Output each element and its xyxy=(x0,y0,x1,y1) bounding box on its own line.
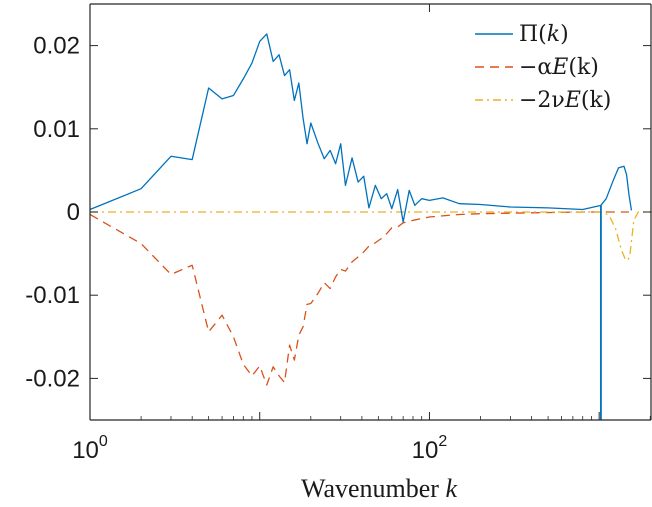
legend: Π(k) −αE(k) −2νE(k) xyxy=(475,22,611,113)
y-tick-label: -0.02 xyxy=(25,365,80,392)
legend-label-0: Π(k) xyxy=(519,22,569,47)
plot-area xyxy=(90,33,652,420)
x-axis-title: Wavenumber k xyxy=(301,474,457,503)
y-tick-label: 0.01 xyxy=(33,116,80,143)
y-tick-label: 0.02 xyxy=(33,33,80,60)
axes xyxy=(89,3,652,421)
tick-labels: 0.02 0.01 0 -0.01 -0.02 100 102 xyxy=(25,33,447,464)
legend-label-1: −αE(k) xyxy=(519,55,599,80)
legend-label-2: −2νE(k) xyxy=(519,88,611,113)
series-line-1 xyxy=(90,211,630,386)
series-line-2 xyxy=(90,211,652,261)
x-tick-label: 100 xyxy=(72,433,108,464)
y-tick-label: 0 xyxy=(67,199,80,226)
y-tick-label: -0.01 xyxy=(25,282,80,309)
x-axis-title-group: Wavenumber k xyxy=(301,474,457,503)
series-line-0 xyxy=(90,33,633,223)
x-tick-label: 102 xyxy=(412,433,448,464)
